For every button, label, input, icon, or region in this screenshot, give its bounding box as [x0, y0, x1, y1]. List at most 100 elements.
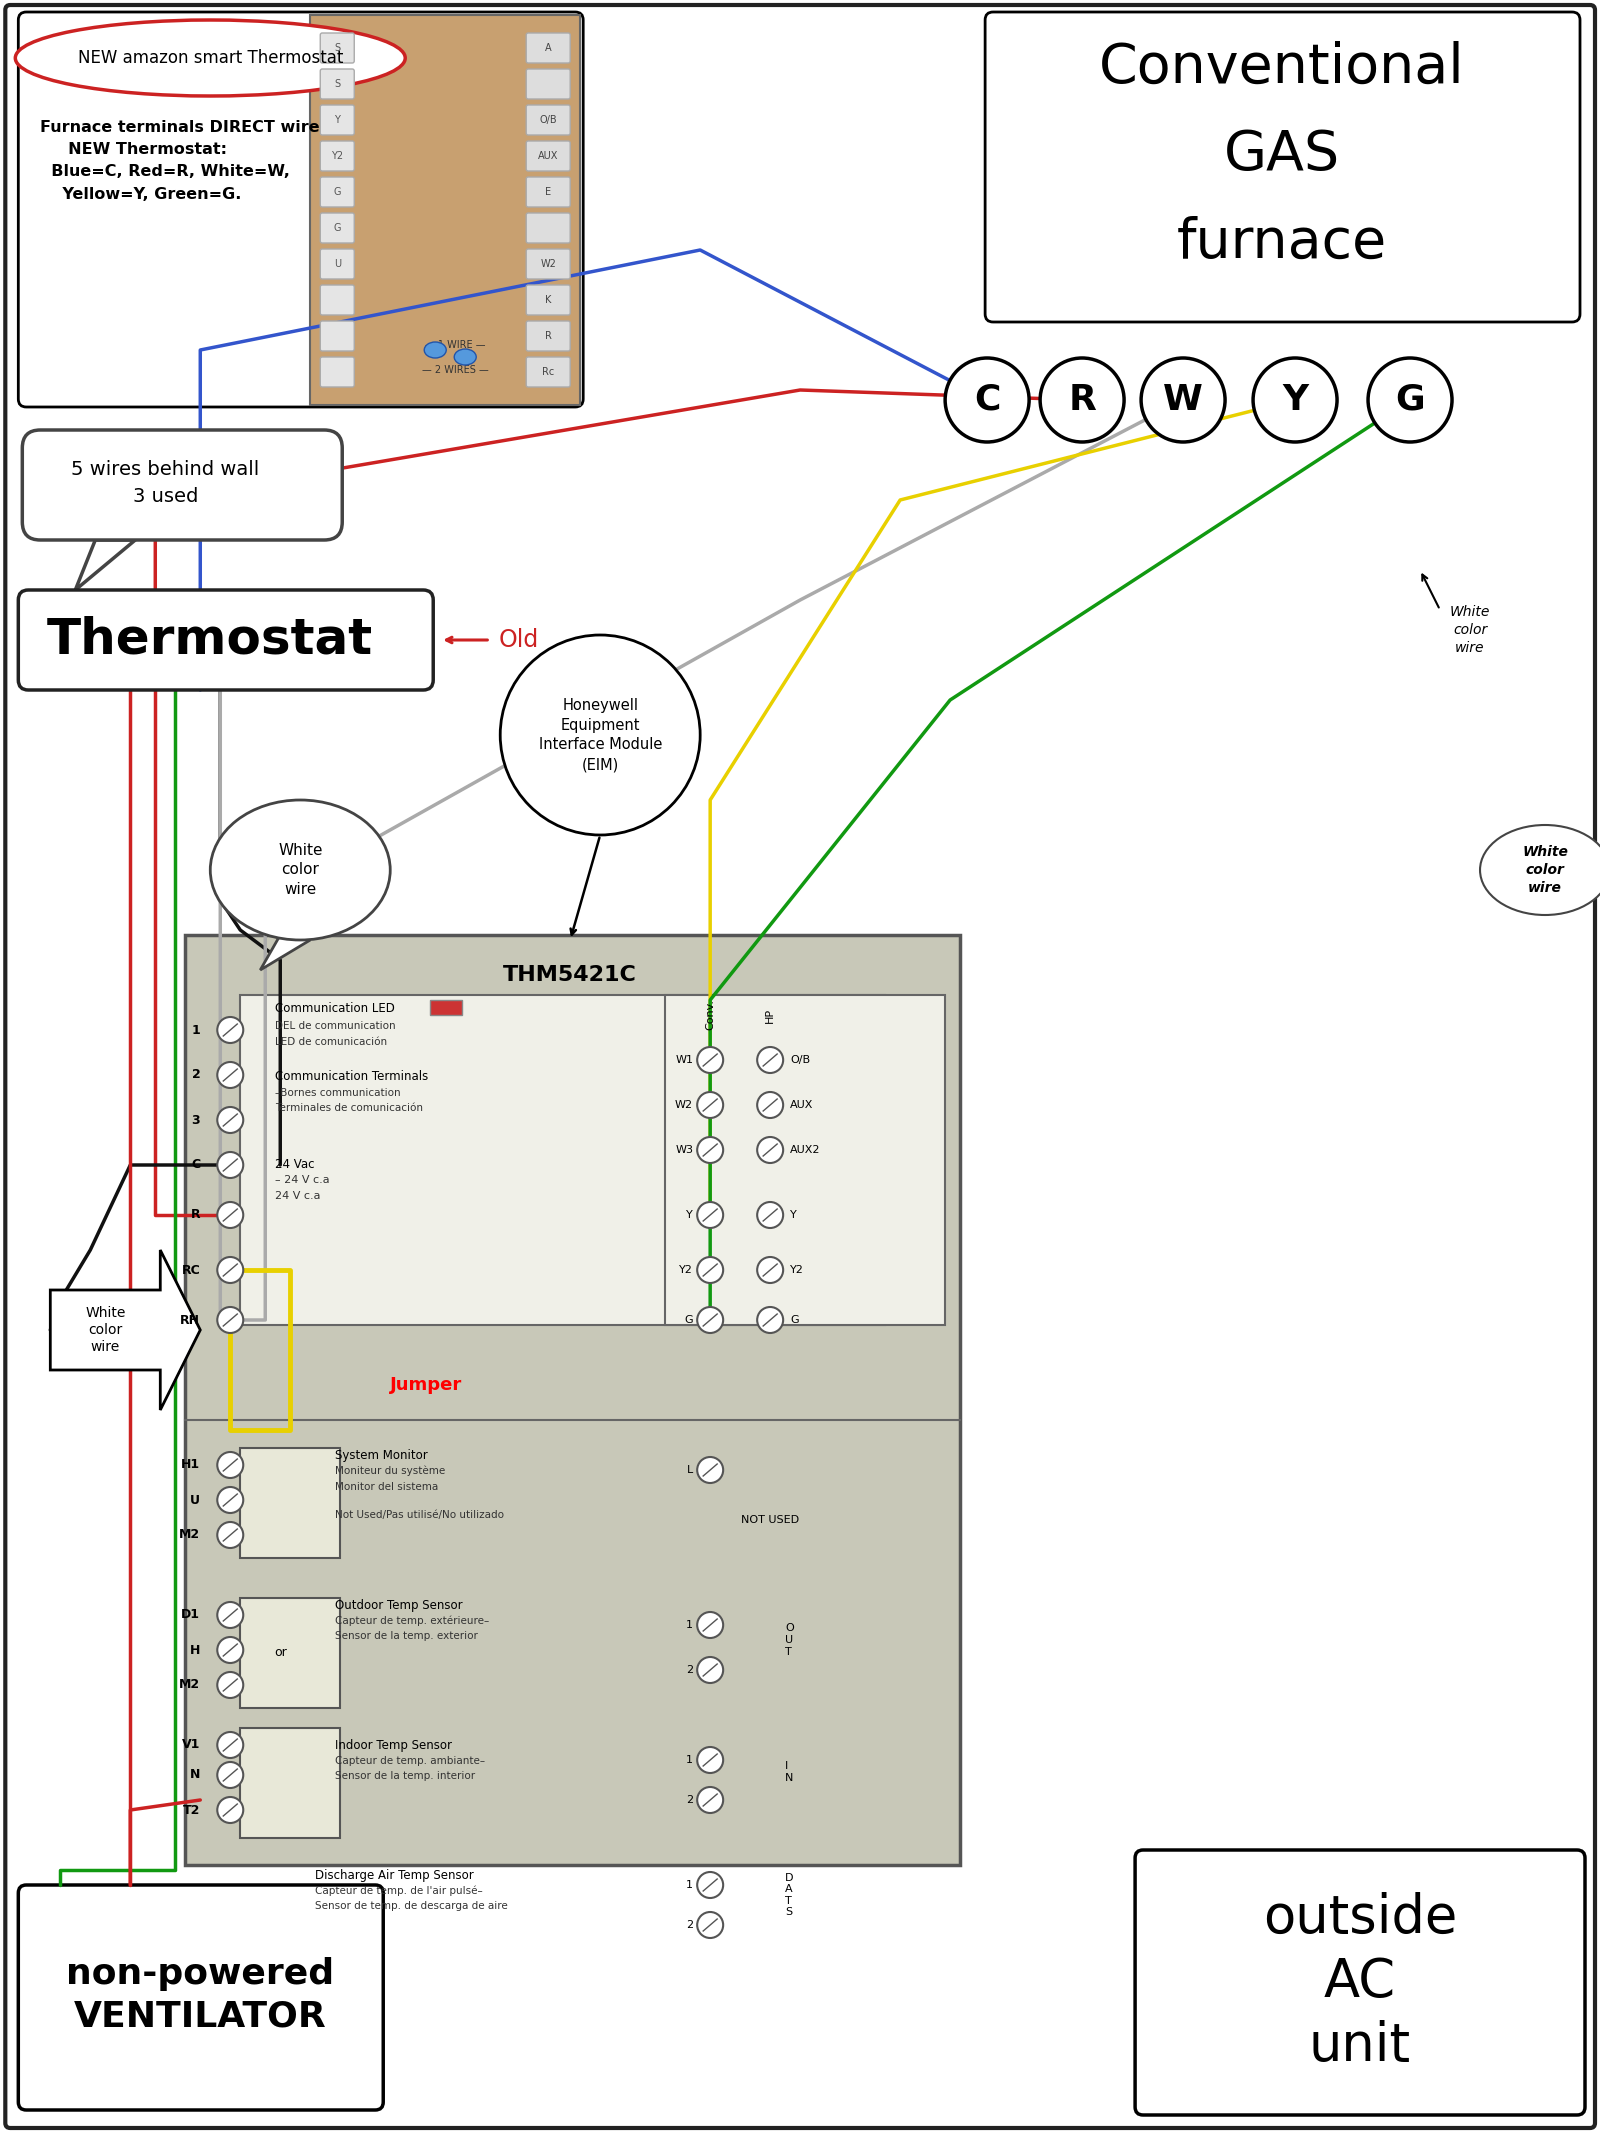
Circle shape	[218, 1152, 243, 1177]
Circle shape	[698, 1308, 723, 1333]
Text: Y: Y	[790, 1209, 797, 1220]
FancyBboxPatch shape	[240, 1728, 341, 1839]
Circle shape	[757, 1047, 782, 1073]
Circle shape	[218, 1523, 243, 1549]
Text: RC: RC	[181, 1263, 200, 1276]
Text: W2: W2	[541, 258, 557, 269]
Circle shape	[698, 1613, 723, 1638]
Text: 1: 1	[192, 1024, 200, 1037]
Text: RH: RH	[181, 1314, 200, 1327]
Polygon shape	[50, 1250, 200, 1410]
Text: 1: 1	[686, 1755, 693, 1764]
Circle shape	[1141, 358, 1226, 442]
Text: 5 wires behind wall
3 used: 5 wires behind wall 3 used	[70, 461, 259, 506]
FancyBboxPatch shape	[526, 177, 570, 207]
Text: Y: Y	[1282, 384, 1309, 416]
Text: 24 Vac: 24 Vac	[275, 1158, 315, 1171]
Circle shape	[1253, 358, 1338, 442]
Text: L: L	[686, 1465, 693, 1476]
Text: H: H	[190, 1645, 200, 1657]
Text: Monitor del sistema: Monitor del sistema	[336, 1482, 438, 1491]
Text: G: G	[333, 224, 341, 232]
Circle shape	[698, 1137, 723, 1162]
Text: DEL de communication: DEL de communication	[275, 1022, 395, 1030]
Text: Y2: Y2	[680, 1265, 693, 1276]
Text: NOT USED: NOT USED	[741, 1514, 800, 1525]
FancyBboxPatch shape	[526, 250, 570, 279]
Text: Y: Y	[334, 115, 341, 126]
Circle shape	[946, 358, 1029, 442]
Ellipse shape	[16, 19, 405, 96]
Circle shape	[218, 1796, 243, 1824]
Text: W2: W2	[675, 1101, 693, 1109]
Text: 24 V c.a: 24 V c.a	[275, 1190, 320, 1201]
Circle shape	[1368, 358, 1453, 442]
Text: White
color
wire: White color wire	[1522, 845, 1568, 896]
Text: S: S	[334, 79, 341, 90]
Text: — 1 WIRE —: — 1 WIRE —	[426, 339, 485, 350]
Text: C: C	[190, 1158, 200, 1171]
Text: Honeywell
Equipment
Interface Module
(EIM): Honeywell Equipment Interface Module (EI…	[539, 697, 662, 772]
Circle shape	[757, 1092, 782, 1118]
FancyBboxPatch shape	[320, 177, 354, 207]
Text: Communication LED: Communication LED	[275, 1003, 395, 1015]
Text: W3: W3	[675, 1145, 693, 1154]
Ellipse shape	[1480, 825, 1600, 915]
Text: G: G	[790, 1316, 798, 1325]
Text: 2: 2	[686, 1920, 693, 1930]
Text: Sensor de temp. de descarga de aire: Sensor de temp. de descarga de aire	[315, 1901, 509, 1911]
FancyBboxPatch shape	[320, 286, 354, 316]
Text: Communication Terminals: Communication Terminals	[275, 1071, 429, 1084]
Text: N: N	[190, 1768, 200, 1781]
Circle shape	[501, 636, 701, 834]
Text: Sensor de la temp. exterior: Sensor de la temp. exterior	[336, 1632, 478, 1640]
Text: NEW amazon smart Thermostat: NEW amazon smart Thermostat	[77, 49, 342, 66]
Circle shape	[698, 1873, 723, 1898]
Circle shape	[218, 1636, 243, 1664]
Text: Terminales de comunicación: Terminales de comunicación	[275, 1103, 424, 1113]
Text: R: R	[544, 331, 552, 341]
FancyBboxPatch shape	[1134, 1849, 1586, 2116]
Text: Y: Y	[686, 1209, 693, 1220]
Text: Y2: Y2	[331, 151, 344, 160]
Text: I
N: I N	[786, 1762, 794, 1783]
Text: Indoor Temp Sensor: Indoor Temp Sensor	[336, 1738, 453, 1751]
FancyBboxPatch shape	[320, 32, 354, 64]
Circle shape	[218, 1062, 243, 1088]
Circle shape	[698, 1203, 723, 1229]
Text: D
A
T
S: D A T S	[786, 1873, 794, 1918]
FancyBboxPatch shape	[320, 213, 354, 243]
Text: M2: M2	[179, 1679, 200, 1691]
Circle shape	[218, 1602, 243, 1627]
Circle shape	[698, 1747, 723, 1773]
Text: R: R	[1069, 384, 1096, 416]
Ellipse shape	[424, 341, 446, 358]
Text: A: A	[546, 43, 552, 53]
FancyBboxPatch shape	[320, 320, 354, 352]
Text: or: or	[274, 1645, 286, 1659]
Circle shape	[218, 1487, 243, 1512]
FancyBboxPatch shape	[320, 250, 354, 279]
FancyBboxPatch shape	[526, 356, 570, 386]
FancyBboxPatch shape	[320, 141, 354, 171]
Text: O/B: O/B	[539, 115, 557, 126]
Text: C: C	[974, 384, 1000, 416]
Circle shape	[218, 1203, 243, 1229]
Text: Furnace terminals DIRECT wire to
     NEW Thermostat:
  Blue=C, Red=R, White=W,
: Furnace terminals DIRECT wire to NEW The…	[40, 119, 344, 203]
FancyBboxPatch shape	[320, 105, 354, 134]
Text: 2: 2	[686, 1666, 693, 1674]
Text: Capteur de temp. de l'air pulsé–: Capteur de temp. de l'air pulsé–	[315, 1886, 483, 1896]
Text: Sensor de la temp. interior: Sensor de la temp. interior	[336, 1770, 475, 1781]
FancyBboxPatch shape	[526, 286, 570, 316]
Circle shape	[218, 1453, 243, 1478]
Ellipse shape	[454, 350, 477, 365]
Text: 2: 2	[686, 1796, 693, 1805]
Text: System Monitor: System Monitor	[336, 1448, 427, 1461]
FancyBboxPatch shape	[666, 994, 946, 1325]
Circle shape	[218, 1762, 243, 1787]
Text: H1: H1	[181, 1459, 200, 1472]
Text: HP: HP	[765, 1007, 774, 1022]
FancyBboxPatch shape	[240, 1598, 341, 1709]
Text: E: E	[546, 188, 552, 196]
Text: THM5421C: THM5421C	[504, 964, 637, 985]
